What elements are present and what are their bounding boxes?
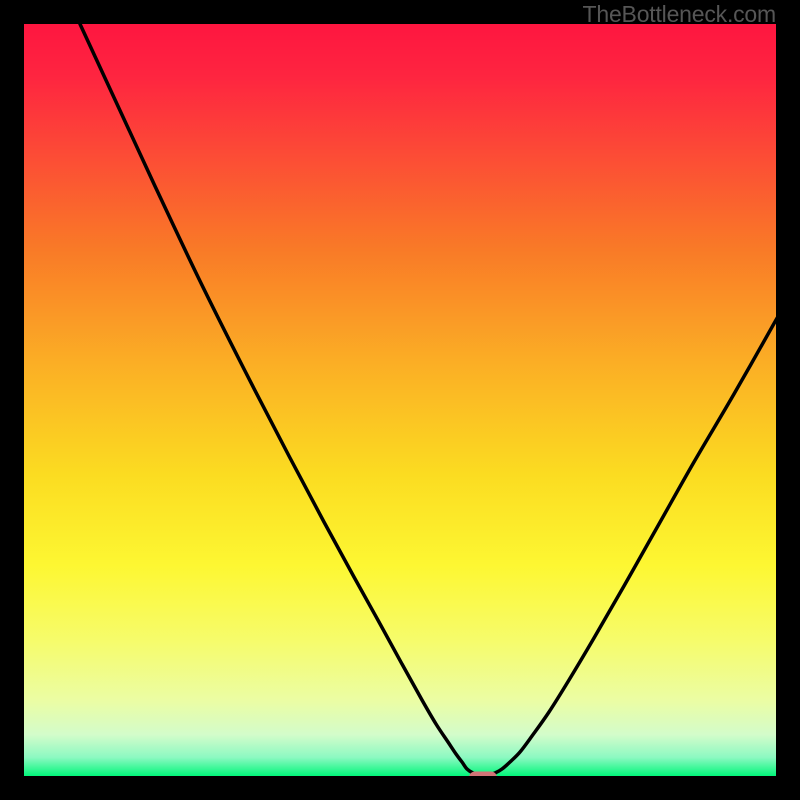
- minimum-marker: [469, 772, 497, 777]
- plot-area: [24, 24, 776, 776]
- plot-svg: [24, 24, 776, 776]
- chart-container: TheBottleneck.com: [0, 0, 800, 800]
- watermark-text: TheBottleneck.com: [583, 1, 776, 28]
